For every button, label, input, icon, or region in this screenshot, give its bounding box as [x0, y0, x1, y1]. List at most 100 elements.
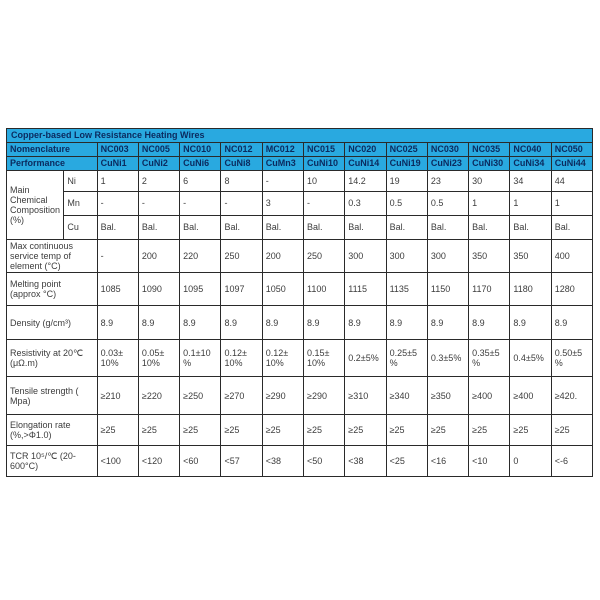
value-cell: 8.9	[96, 305, 139, 341]
table-body: Copper-based Low Resistance Heating Wire…	[5, 128, 594, 478]
value-cell: ≥25	[509, 414, 552, 447]
value-cell: 1100	[303, 272, 346, 307]
table-row: Cu Bal. Bal. Bal. Bal. Bal. Bal. Bal. Bal. Bal. Ba…	[7, 215, 594, 240]
value-cell: 350	[468, 238, 511, 274]
value-cell: <57	[220, 445, 263, 478]
value-cell: Bal.	[509, 215, 552, 240]
value-cell: 3	[261, 191, 305, 216]
value-cell: <38	[261, 445, 305, 478]
table-row: Performance CuNi1 CuNi2 CuNi6 CuNi8 CuMn3 CuNi…	[6, 156, 594, 171]
value-cell: 1280	[550, 272, 594, 307]
value-cell: ≥340	[385, 376, 428, 416]
value-cell: 0.3	[344, 191, 387, 216]
element-label-mn: Mn	[63, 191, 98, 216]
value-cell: 0.25±5%	[385, 339, 428, 378]
composition-label: Main Chemical Composition (%)	[5, 170, 65, 240]
value-cell: 30	[468, 170, 511, 192]
value-cell: 1	[468, 191, 511, 216]
value-cell: 0.1±10%	[179, 339, 222, 378]
value-cell: Bal.	[96, 215, 139, 240]
value-cell: 350	[509, 238, 552, 274]
column-header-mc012: MC012	[261, 142, 305, 157]
value-cell: Bal.	[220, 215, 263, 240]
value-cell: <120	[137, 445, 181, 478]
value-cell: <100	[96, 445, 139, 478]
value-cell: 300	[385, 238, 428, 274]
value-cell: 300	[344, 238, 387, 274]
heating-wires-spec-table: Copper-based Low Resistance Heating Wire…	[5, 128, 594, 478]
alloy-cell-cuni14: CuNi14	[344, 156, 387, 171]
value-cell: ≥25	[179, 414, 222, 447]
value-cell: Bal.	[344, 215, 387, 240]
value-cell: 1	[550, 191, 594, 216]
value-cell: 1170	[468, 272, 511, 307]
value-cell: 0.35±5%	[468, 339, 511, 378]
column-header-nc035: NC035	[468, 142, 511, 157]
alloy-cell-cuni34: CuNi34	[509, 156, 552, 171]
value-cell: Bal.	[303, 215, 346, 240]
value-cell: 200	[137, 238, 181, 274]
value-cell: <16	[426, 445, 470, 478]
value-cell: <10	[468, 445, 511, 478]
table-row: Main Chemical Composition (%) Ni 1 2 6 8-10 14…	[5, 170, 594, 240]
value-cell: 200	[261, 238, 305, 274]
value-cell: 1090	[137, 272, 181, 307]
value-cell: -	[96, 191, 139, 216]
value-cell: Bal.	[385, 215, 428, 240]
alloy-cell-cuni19: CuNi19	[385, 156, 428, 171]
value-cell: ≥250	[179, 376, 222, 416]
value-cell: Bal.	[550, 215, 594, 240]
row-label: TCR 10⁵/℃ (20-600°C)	[6, 445, 98, 478]
value-cell: -	[137, 191, 181, 216]
value-cell: 1135	[385, 272, 428, 307]
value-cell: <-6	[550, 445, 594, 478]
value-cell: 0	[509, 445, 552, 478]
value-cell: ≥25	[550, 414, 594, 447]
value-cell: 10	[303, 170, 346, 192]
value-cell: ≥25	[385, 414, 428, 447]
value-cell: 14.2	[344, 170, 387, 192]
value-cell: 250	[303, 238, 346, 274]
value-cell: Bal.	[179, 215, 222, 240]
value-cell: 8.9	[385, 305, 428, 341]
value-cell: ≥25	[137, 414, 181, 447]
alloy-cell-cuni44: CuNi44	[550, 156, 594, 171]
table-row: Resistivity at 20℃ (μΩ.m) 0.03± 10% 0.05± …	[6, 339, 594, 378]
value-cell: 19	[385, 170, 428, 192]
value-cell: 400	[550, 238, 594, 274]
table-row: Mn - - - -3-0.3 0.5 0.5 1 1 1	[7, 191, 594, 216]
row-label: Resistivity at 20℃ (μΩ.m)	[6, 339, 98, 378]
value-cell: 1180	[509, 272, 552, 307]
value-cell: ≥400	[509, 376, 552, 416]
value-cell: 8.9	[344, 305, 387, 341]
value-cell: ≥25	[96, 414, 139, 447]
alloy-cell-cuni30: CuNi30	[468, 156, 511, 171]
value-cell: 1	[509, 191, 552, 216]
value-cell: -	[220, 191, 263, 216]
value-cell: 1050	[261, 272, 305, 307]
value-cell: 34	[509, 170, 552, 192]
value-cell: 2	[137, 170, 181, 192]
value-cell: 6	[179, 170, 222, 192]
value-cell: 1	[96, 170, 139, 192]
value-cell: 0.50±5%	[550, 339, 594, 378]
value-cell: 0.05± 10%	[137, 339, 181, 378]
value-cell: 23	[426, 170, 470, 192]
performance-label: Performance	[6, 156, 98, 171]
value-cell: <25	[385, 445, 428, 478]
value-cell: 0.12± 10%	[220, 339, 263, 378]
alloy-cell-cuni8: CuNi8	[220, 156, 263, 171]
column-header-nc012: NC012	[220, 142, 263, 157]
value-cell: -	[179, 191, 222, 216]
value-cell: 8.9	[426, 305, 470, 341]
value-cell: ≥25	[468, 414, 511, 447]
row-label: Melting point (approx °C)	[6, 272, 98, 307]
column-header-nc050: NC050	[550, 142, 594, 157]
value-cell: ≥25	[220, 414, 263, 447]
value-cell: 0.3±5%	[426, 339, 470, 378]
value-cell: ≥210	[96, 376, 139, 416]
element-label-ni: Ni	[63, 170, 98, 192]
value-cell: 1085	[96, 272, 139, 307]
value-cell: ≥350	[426, 376, 470, 416]
value-cell: ≥25	[303, 414, 346, 447]
